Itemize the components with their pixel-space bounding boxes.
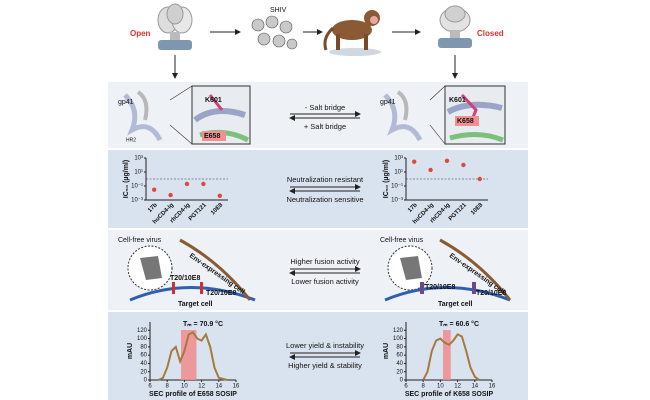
point [201, 181, 206, 187]
label: K658 [457, 118, 474, 125]
y-tick-label: 0 [400, 378, 404, 384]
x-tick-label: 10 [181, 384, 188, 390]
highlight-band [442, 330, 451, 380]
y-tick-label: 100 [137, 336, 148, 342]
x-tick-label: 16 [489, 384, 496, 390]
closed-label: Closed [477, 29, 504, 38]
annotation: Tₘ = 60.6 °C [439, 320, 479, 328]
point [152, 187, 157, 192]
profile-line [158, 331, 228, 381]
row-bg [108, 150, 528, 228]
x-axis-label: SEC profile of E658 SOSIP [149, 391, 237, 398]
shiv-label: SHIV [270, 7, 287, 14]
env-closed [438, 5, 472, 48]
x-tick-label: 8 [422, 384, 426, 390]
y-tick-label: 60 [140, 353, 147, 359]
label: Neutralization sensitive [286, 195, 363, 204]
fusion-right [384, 238, 512, 302]
y-tick-label: 10⁻¹ [391, 184, 403, 190]
profile-line [422, 333, 480, 381]
y-tick-label: 40 [140, 361, 147, 367]
highlight-band [180, 330, 197, 380]
y-tick-label: 20 [140, 369, 147, 375]
label: E658 [204, 133, 220, 140]
point [217, 193, 222, 198]
x-tick-label: 10 [437, 384, 444, 390]
label: K601 [205, 97, 222, 104]
x-tick-label: 8 [166, 384, 170, 390]
label: HR2 [126, 137, 136, 143]
label: Higher fusion activity [290, 257, 359, 266]
label: gp41 [118, 99, 134, 106]
label: Target cell [178, 301, 213, 308]
y-tick-label: 80 [396, 344, 403, 350]
y-tick-label: 10¹ [394, 170, 403, 176]
label: gp41 [380, 99, 396, 106]
monkey [323, 10, 381, 56]
x-tick-label: 12 [198, 384, 205, 390]
label: T20/10E8 [206, 290, 236, 297]
x-tick-label: 12 [454, 384, 461, 390]
row-bg [108, 230, 528, 310]
label: T20/10E8 [476, 290, 506, 297]
structure-right [383, 85, 506, 145]
y-tick-label: 20 [396, 369, 403, 375]
fusion-left [127, 238, 256, 302]
x-tick-label: 17b [147, 202, 159, 214]
x-tick-label: 6 [404, 384, 408, 390]
env-open [157, 3, 193, 50]
y-tick-label: 10³ [394, 156, 403, 162]
x-tick-label: 14 [215, 384, 222, 390]
y-tick-label: 60 [396, 353, 403, 359]
y-tick-label: 10¹ [134, 170, 143, 176]
label: - Salt bridge [305, 103, 345, 112]
y-axis-label: mAU [383, 343, 390, 359]
point [461, 162, 466, 168]
y-tick-label: 0 [144, 378, 148, 384]
y-tick-label: 10⁻³ [391, 198, 403, 204]
label: T20/10E8 [170, 275, 200, 282]
open-label: Open [130, 29, 151, 38]
label: T20/10E8 [425, 284, 455, 291]
point [428, 167, 433, 173]
point [444, 158, 450, 163]
annotation: Tₘ = 70.9 °C [183, 320, 223, 328]
y-tick-label: 10³ [134, 156, 143, 162]
x-axis-label: SEC profile of K658 SOSIP [405, 391, 494, 398]
y-axis-label: mAU [127, 343, 134, 359]
label: Higher yield & stability [288, 361, 362, 370]
structure-left [123, 85, 251, 145]
x-tick-label: 17b [407, 202, 419, 214]
y-tick-label: 120 [393, 328, 404, 334]
x-tick-label: 6 [148, 384, 152, 390]
label: + Salt bridge [304, 122, 346, 131]
x-tick-label: 14 [471, 384, 478, 390]
label: Cell-free virus [118, 237, 162, 244]
point [412, 159, 417, 164]
label: Target cell [438, 301, 473, 308]
point [477, 176, 482, 182]
viruses [251, 15, 298, 50]
y-tick-label: 40 [396, 361, 403, 367]
y-tick-label: 100 [393, 336, 404, 342]
y-tick-label: 10⁻³ [131, 198, 143, 204]
label: Lower yield & instability [286, 341, 364, 350]
label: Cell-free virus [380, 237, 424, 244]
point [184, 181, 190, 187]
point [168, 192, 173, 198]
y-tick-label: 80 [140, 344, 147, 350]
label: Lower fusion activity [291, 277, 359, 286]
x-tick-label: 16 [233, 384, 240, 390]
label: K601 [449, 97, 466, 104]
y-tick-label: 10⁻¹ [131, 184, 143, 190]
y-axis-label: IC₅₀ (µg/ml) [123, 160, 130, 198]
label: Neutralization resistant [287, 175, 364, 184]
y-tick-label: 120 [137, 328, 148, 334]
y-axis-label: IC₅₀ (µg/ml) [383, 160, 390, 198]
